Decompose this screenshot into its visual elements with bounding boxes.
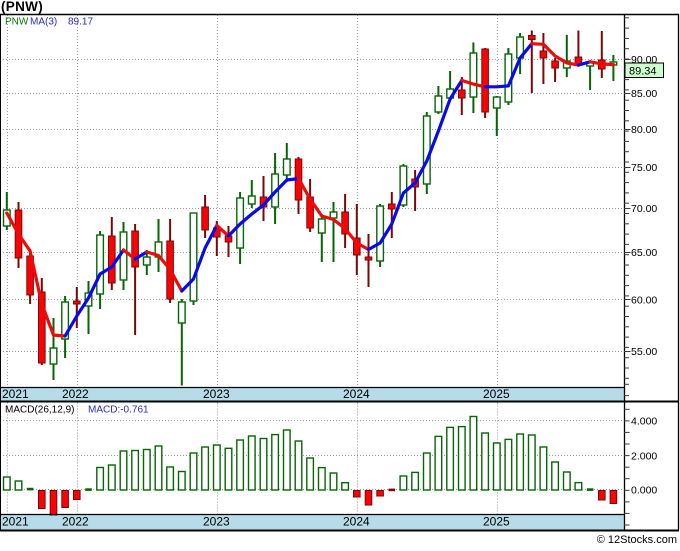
svg-text:2023: 2023 (203, 515, 230, 529)
svg-text:4.000: 4.000 (631, 416, 657, 428)
svg-text:55.00: 55.00 (631, 346, 657, 358)
svg-text:MACD:-0.761: MACD:-0.761 (88, 405, 149, 416)
svg-text:MACD(26,12,9): MACD(26,12,9) (5, 405, 74, 416)
svg-text:2.000: 2.000 (631, 451, 657, 463)
svg-text:75.00: 75.00 (631, 162, 657, 174)
svg-text:2025: 2025 (483, 387, 510, 401)
svg-text:2023: 2023 (203, 387, 230, 401)
svg-text:70.00: 70.00 (631, 203, 657, 215)
svg-text:2024: 2024 (343, 387, 370, 401)
svg-text:65.00: 65.00 (631, 247, 657, 259)
svg-text:89.17: 89.17 (68, 17, 93, 28)
svg-text:2021: 2021 (2, 387, 29, 401)
svg-text:80.00: 80.00 (631, 124, 657, 136)
svg-text:60.00: 60.00 (631, 294, 657, 306)
svg-text:2024: 2024 (343, 515, 370, 529)
svg-text:89.34: 89.34 (629, 66, 657, 78)
svg-text:2022: 2022 (62, 387, 89, 401)
svg-text:2022: 2022 (62, 515, 89, 529)
svg-text:© 12Stocks.com: © 12Stocks.com (597, 534, 677, 546)
svg-text:MA(3): MA(3) (30, 17, 57, 28)
svg-text:0.000: 0.000 (631, 485, 657, 497)
svg-text:2021: 2021 (2, 515, 29, 529)
svg-text:2025: 2025 (483, 515, 510, 529)
svg-text:85.00: 85.00 (631, 88, 657, 100)
svg-text:90.00: 90.00 (631, 54, 657, 66)
svg-text:(PNW): (PNW) (1, 0, 43, 14)
svg-text:PNW: PNW (5, 17, 29, 28)
